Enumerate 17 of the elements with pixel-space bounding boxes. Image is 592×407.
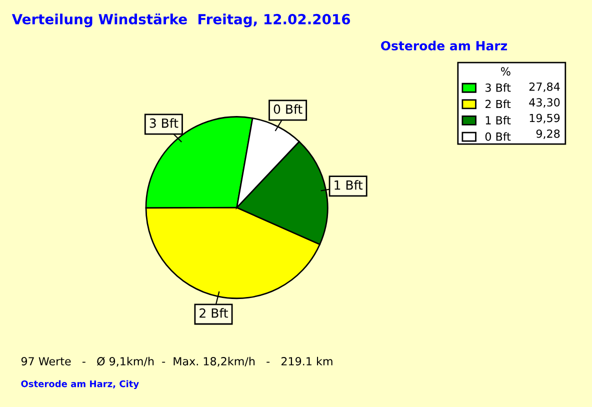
- slice-label: 3 Bft: [150, 118, 178, 128]
- legend-label: 2 Bft: [485, 100, 511, 108]
- data-label: 9,28: [536, 129, 560, 140]
- slice-label: 2 Bft: [200, 308, 228, 318]
- data-label: 19,59: [530, 114, 560, 124]
- legend-label: 3 Bft: [486, 83, 511, 92]
- text: Osterode am Harz, City: [21, 380, 139, 390]
- chart-subtitle: Osterode am Harz: [381, 40, 507, 50]
- data-label: 27,84: [529, 82, 560, 92]
- slice-label: 0 Bft: [274, 104, 302, 114]
- text: 97 Werte - Ø 9,1km/h - Max. 18,2km/h - 219.1 km: [21, 356, 332, 367]
- chart-title: Verteilung Windstärke Freitag, 12.02.2016: [12, 13, 350, 28]
- slice-label: 1 Bft: [334, 180, 363, 190]
- legend-title: %: [501, 67, 510, 76]
- legend-label: 0 Bft: [485, 132, 511, 141]
- legend-label: 1 Bft: [486, 116, 511, 124]
- data-label: 43,30: [529, 98, 560, 108]
